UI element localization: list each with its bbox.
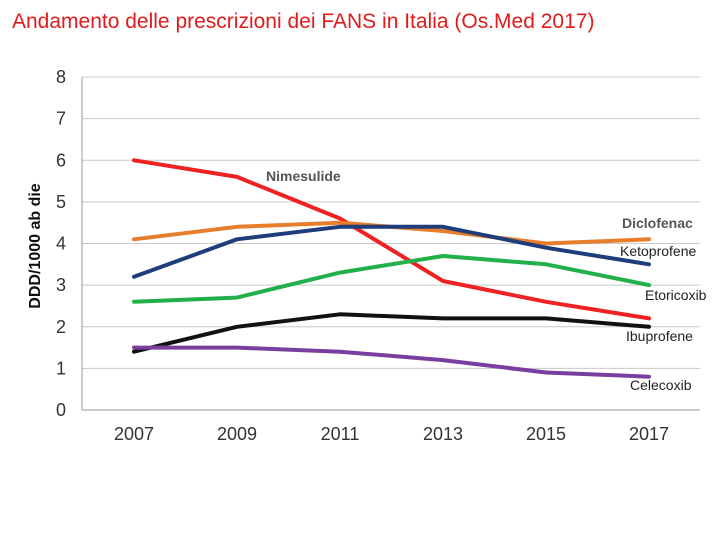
- x-axis-ticks: 2007 2009 2011 2013 2015 2017: [114, 424, 669, 444]
- y-tick-label: 5: [56, 192, 66, 212]
- x-tick-label: 2017: [629, 424, 669, 444]
- y-tick-label: 2: [56, 317, 66, 337]
- series-label-celecoxib: Celecoxib: [630, 377, 692, 393]
- series-label-ketoprofene: Ketoprofene: [620, 243, 696, 259]
- series-label-nimesulide: Nimesulide: [266, 168, 341, 184]
- y-tick-label: 0: [56, 400, 66, 420]
- series-labels: Nimesulide Diclofenac Ketoprofene Etoricoxi…: [266, 168, 707, 393]
- series-lines: [132, 158, 651, 379]
- series-label-ibuprofene: Ibuprofene: [626, 328, 693, 344]
- series-label-etoricoxib: Etoricoxib: [645, 287, 707, 303]
- chart-title: Andamento delle prescrizioni dei FANS in…: [12, 10, 595, 33]
- y-tick-label: 1: [56, 358, 66, 378]
- series-line-ibuprofene: [132, 312, 651, 354]
- x-tick-label: 2015: [526, 424, 566, 444]
- y-tick-label: 8: [56, 67, 66, 87]
- y-tick-label: 6: [56, 150, 66, 170]
- y-tick-label: 7: [56, 109, 66, 129]
- x-tick-label: 2011: [321, 424, 360, 444]
- series-line-ketoprofene: [132, 224, 651, 279]
- y-axis-label: DDD/1000 ab die: [27, 183, 44, 308]
- x-tick-label: 2007: [114, 424, 154, 444]
- y-tick-label: 3: [56, 275, 66, 295]
- y-tick-label: 4: [56, 234, 66, 254]
- x-tick-label: 2013: [423, 424, 463, 444]
- gridlines: [81, 76, 700, 411]
- series-label-diclofenac: Diclofenac: [622, 215, 693, 231]
- series-line-celecoxib: [132, 345, 651, 379]
- series-line-nimesulide: [132, 158, 651, 321]
- x-tick-label: 2009: [217, 424, 257, 444]
- y-axis-ticks: 0 1 2 3 4 5 6 7 8: [56, 67, 66, 420]
- series-line-etoricoxib: [132, 254, 651, 304]
